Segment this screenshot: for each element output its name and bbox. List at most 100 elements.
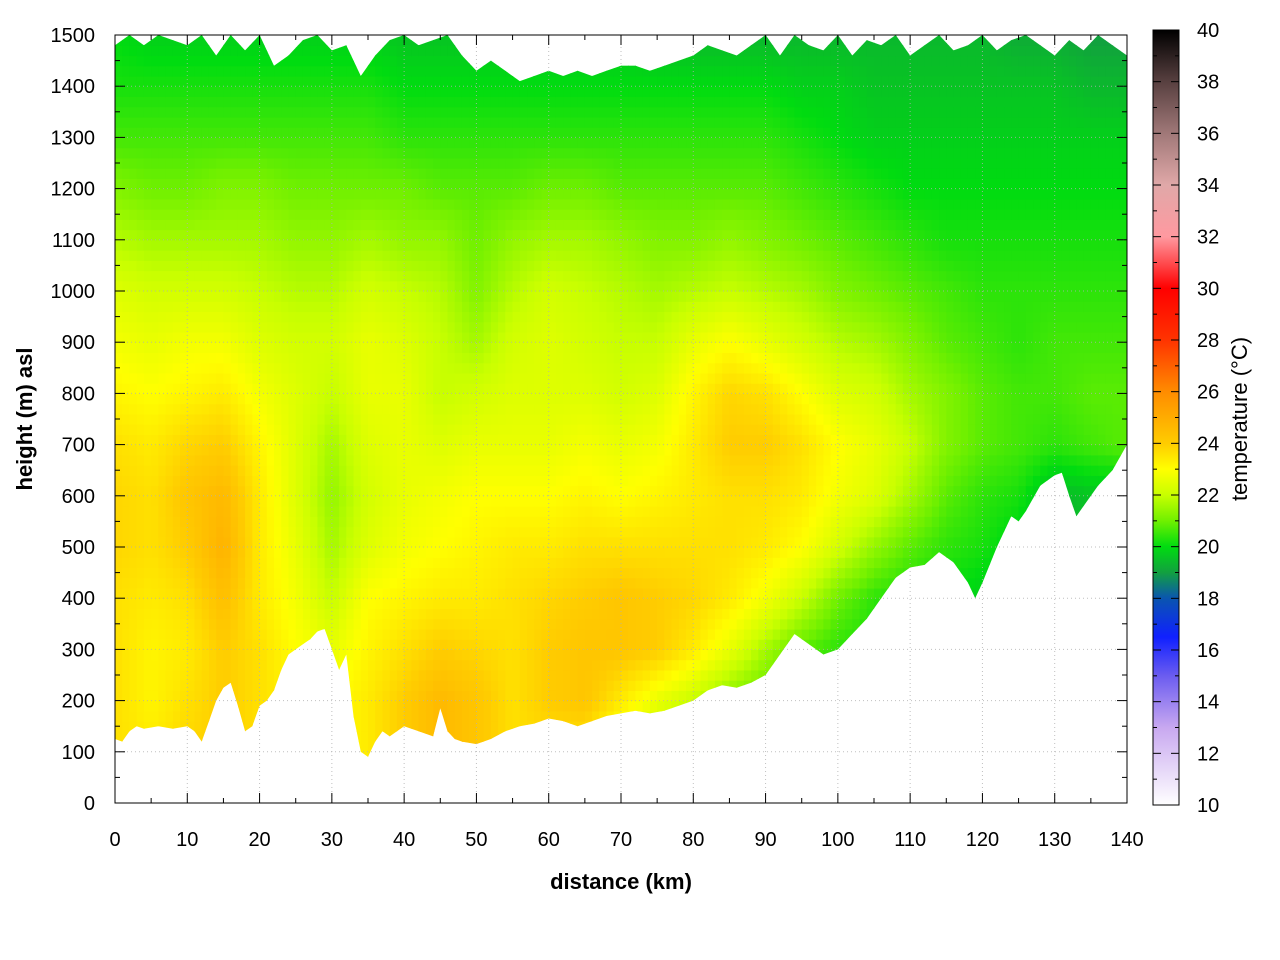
heatmap-cell xyxy=(302,75,311,87)
heatmap-cell xyxy=(129,157,138,169)
heatmap-cell xyxy=(541,352,550,364)
heatmap-cell xyxy=(143,639,152,650)
heatmap-cell xyxy=(404,198,412,210)
heatmap-cell xyxy=(180,649,188,661)
heatmap-cell xyxy=(346,628,355,640)
heatmap-cell xyxy=(548,557,557,569)
heatmap-cell xyxy=(201,628,210,640)
heatmap-cell xyxy=(353,403,362,415)
heatmap-cell xyxy=(346,301,355,313)
heatmap-cell xyxy=(223,86,232,98)
heatmap-cell xyxy=(382,137,391,149)
heatmap-cell xyxy=(418,577,427,589)
heatmap-cell xyxy=(519,168,528,179)
heatmap-cell xyxy=(563,116,571,128)
heatmap-cell xyxy=(115,403,123,415)
heatmap-cell xyxy=(353,577,362,589)
heatmap-cell xyxy=(180,301,188,313)
heatmap-cell xyxy=(136,567,145,579)
heatmap-cell xyxy=(498,127,506,138)
heatmap-cell xyxy=(570,393,579,405)
heatmap-cell xyxy=(469,106,478,118)
heatmap-cell xyxy=(433,209,441,220)
heatmap-cell xyxy=(339,342,347,354)
heatmap-cell xyxy=(230,321,239,333)
heatmap-cell xyxy=(274,618,282,630)
heatmap-cell xyxy=(266,219,275,231)
heatmap-cell xyxy=(411,628,420,640)
heatmap-cell xyxy=(274,229,282,241)
heatmap-cell xyxy=(411,86,420,98)
heatmap-cell xyxy=(476,229,485,241)
heatmap-cell xyxy=(346,475,355,487)
heatmap-cell xyxy=(151,45,159,57)
heatmap-cell xyxy=(563,567,571,579)
heatmap-cell xyxy=(194,516,203,528)
heatmap-cell xyxy=(469,424,478,435)
heatmap-cell xyxy=(339,55,347,67)
heatmap-cell xyxy=(411,587,420,599)
heatmap-cell xyxy=(295,362,304,374)
heatmap-cell xyxy=(368,270,376,282)
heatmap-cell xyxy=(172,260,181,272)
heatmap-cell xyxy=(505,506,514,517)
heatmap-cell xyxy=(143,96,152,108)
heatmap-cell xyxy=(252,475,261,487)
heatmap-cell xyxy=(570,362,579,374)
heatmap-cell xyxy=(245,680,253,691)
heatmap-cell xyxy=(548,680,557,691)
heatmap-cell xyxy=(281,516,290,528)
heatmap-cell xyxy=(505,710,514,722)
heatmap-cell xyxy=(129,628,138,640)
heatmap-cell xyxy=(353,383,362,394)
heatmap-cell xyxy=(346,86,355,98)
heatmap-cell xyxy=(245,362,253,374)
heatmap-cell xyxy=(541,444,550,456)
heatmap-cell xyxy=(237,598,246,610)
heatmap-cell xyxy=(180,96,188,108)
heatmap-cell xyxy=(483,291,492,302)
heatmap-cell xyxy=(245,331,253,343)
heatmap-cell xyxy=(519,598,528,610)
heatmap-cell xyxy=(302,506,311,517)
heatmap-cell xyxy=(201,710,210,722)
heatmap-cell xyxy=(346,291,355,302)
heatmap-cell xyxy=(266,444,275,456)
heatmap-cell xyxy=(252,331,261,343)
heatmap-cell xyxy=(201,116,210,128)
heatmap-cell xyxy=(187,106,196,118)
heatmap-cell xyxy=(447,485,456,497)
heatmap-cell xyxy=(187,424,196,435)
heatmap-cell xyxy=(172,639,181,650)
heatmap-cell xyxy=(331,424,340,435)
heatmap-cell xyxy=(353,465,362,476)
heatmap-cell xyxy=(302,413,311,425)
heatmap-cell xyxy=(302,567,311,579)
heatmap-cell xyxy=(187,209,196,220)
heatmap-cell xyxy=(382,526,391,538)
heatmap-cell xyxy=(490,598,499,610)
heatmap-cell xyxy=(281,188,290,200)
heatmap-cell xyxy=(353,710,362,722)
heatmap-cell xyxy=(382,106,391,118)
heatmap-cell xyxy=(454,198,463,210)
heatmap-cell xyxy=(469,96,478,108)
heatmap-cell xyxy=(404,137,412,149)
heatmap-cell xyxy=(476,424,485,435)
heatmap-cell xyxy=(382,168,391,179)
heatmap-cell xyxy=(548,628,557,640)
heatmap-cell xyxy=(505,567,514,579)
heatmap-cell xyxy=(418,567,427,579)
heatmap-cell xyxy=(302,536,311,548)
heatmap-cell xyxy=(136,188,145,200)
heatmap-cell xyxy=(368,598,376,610)
heatmap-cell xyxy=(245,454,253,466)
heatmap-cell xyxy=(476,587,485,599)
heatmap-cell xyxy=(223,598,232,610)
heatmap-cell xyxy=(404,649,412,661)
heatmap-cell xyxy=(418,710,427,722)
heatmap-cell xyxy=(534,403,543,415)
heatmap-cell xyxy=(505,608,514,620)
heatmap-cell xyxy=(353,721,362,732)
heatmap-cell xyxy=(541,547,550,558)
